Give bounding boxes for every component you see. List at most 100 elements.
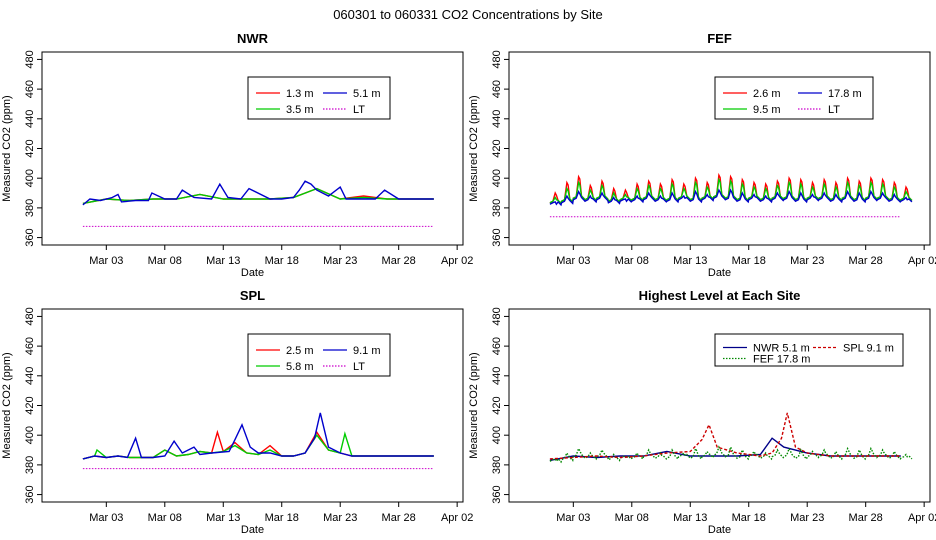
- y-tick-label: 460: [24, 80, 36, 98]
- x-tick-label: Mar 13: [673, 255, 707, 267]
- legend-box: [714, 76, 874, 120]
- y-tick-label: 440: [24, 110, 36, 128]
- y-tick-label: 480: [491, 50, 503, 68]
- chart-panel-3: Highest Level at Each Site 360 380 400 420 44…: [468, 288, 936, 536]
- legend: 1.3 m 3.5 m 5.1 m LT: [247, 76, 391, 120]
- series-line-9.5-m: [549, 177, 913, 205]
- legend-label: 5.1 m: [353, 88, 381, 100]
- legend-label: LT: [353, 361, 365, 373]
- y-axis-label: Measured CO2 (ppm): [1, 95, 13, 201]
- y-tick-label: 380: [24, 456, 36, 474]
- x-tick-label: Mar 03: [556, 512, 590, 524]
- y-tick-label: 480: [491, 307, 503, 325]
- x-tick-label: Apr 02: [441, 512, 473, 524]
- series-line-9.1-m: [82, 412, 434, 460]
- y-tick-label: 420: [24, 396, 36, 414]
- legend-label: SPL 9.1 m: [843, 343, 894, 355]
- y-tick-label: 380: [491, 456, 503, 474]
- legend-label: 9.1 m: [353, 345, 381, 357]
- y-tick-label: 440: [491, 110, 503, 128]
- y-tick-label: 420: [24, 139, 36, 157]
- x-tick-label: Mar 23: [323, 255, 357, 267]
- x-tick-label: Mar 13: [673, 512, 707, 524]
- x-tick-label: Apr 02: [441, 255, 473, 267]
- legend-box: [247, 333, 391, 377]
- y-tick-label: 400: [491, 169, 503, 187]
- legend-label: 2.6 m: [753, 88, 781, 100]
- chart-panel-0: NWR 360 380 400 420 440 460 480 Mar 03 Mar 08 Mar …: [1, 31, 473, 279]
- y-tick-label: 480: [24, 50, 36, 68]
- legend-label: NWR 5.1 m: [753, 343, 810, 355]
- legend-box: [714, 333, 904, 367]
- x-axis-label: Date: [708, 267, 731, 279]
- legend-label: 9.5 m: [753, 104, 781, 116]
- series-line-spl-9.1-m: [549, 412, 901, 460]
- panel-title: SPL: [240, 288, 265, 303]
- legend: 2.6 m 9.5 m 17.8 m LT: [714, 76, 874, 120]
- y-tick-label: 380: [491, 199, 503, 217]
- series-line-5.1-m: [82, 180, 434, 206]
- y-tick-label: 400: [24, 169, 36, 187]
- panel-title: NWR: [237, 31, 269, 46]
- legend: 2.5 m 5.8 m 9.1 m LT: [247, 333, 391, 377]
- y-tick-label: 440: [491, 367, 503, 385]
- x-axis-label: Date: [241, 267, 264, 279]
- legend-label: FEF 17.8 m: [753, 354, 810, 366]
- x-tick-label: Mar 18: [732, 255, 766, 267]
- y-tick-label: 460: [24, 337, 36, 355]
- figure-title: 060301 to 060331 CO2 Concentrations by S…: [333, 7, 603, 22]
- x-tick-label: Mar 23: [790, 512, 824, 524]
- panels: NWR 360 380 400 420 440 460 480 Mar 03 Mar 08 Mar …: [1, 31, 936, 536]
- y-tick-label: 480: [24, 307, 36, 325]
- x-tick-label: Mar 08: [148, 512, 182, 524]
- legend-box: [247, 76, 391, 120]
- legend-label: 2.5 m: [286, 345, 314, 357]
- panel-title: FEF: [707, 31, 732, 46]
- y-tick-label: 440: [24, 367, 36, 385]
- series-group: [82, 180, 434, 227]
- x-tick-label: Mar 28: [849, 512, 883, 524]
- y-tick-label: 360: [24, 485, 36, 503]
- y-tick-label: 380: [24, 199, 36, 217]
- x-tick-label: Mar 03: [89, 512, 123, 524]
- y-tick-label: 400: [491, 426, 503, 444]
- y-axis-label: Measured CO2 (ppm): [468, 352, 480, 458]
- x-tick-label: Mar 23: [790, 255, 824, 267]
- series-line-fef-17.8-m: [549, 445, 913, 464]
- x-tick-label: Mar 23: [323, 512, 357, 524]
- legend-label: LT: [353, 104, 365, 116]
- y-tick-label: 460: [491, 337, 503, 355]
- x-axis-label: Date: [241, 524, 264, 536]
- legend-label: 5.8 m: [286, 361, 314, 373]
- series-line-17.8-m: [549, 188, 913, 207]
- y-tick-label: 360: [491, 228, 503, 246]
- x-tick-label: Mar 08: [148, 255, 182, 267]
- legend-label: LT: [828, 104, 840, 116]
- series-group: [82, 412, 434, 470]
- x-tick-label: Mar 28: [849, 255, 883, 267]
- series-group: [549, 172, 913, 218]
- chart-panel-1: FEF 360 380 400 420 440 460 480 Mar 03 Mar 08 Mar …: [468, 31, 936, 279]
- x-tick-label: Mar 13: [206, 255, 240, 267]
- x-tick-label: Mar 28: [382, 512, 416, 524]
- x-tick-label: Mar 18: [265, 512, 299, 524]
- chart-panel-2: SPL 360 380 400 420 440 460 480 Mar 03 Mar 08 Mar …: [1, 288, 473, 536]
- y-tick-label: 400: [24, 426, 36, 444]
- x-tick-label: Mar 13: [206, 512, 240, 524]
- legend-label: 17.8 m: [828, 88, 862, 100]
- panel-title: Highest Level at Each Site: [639, 288, 801, 303]
- series-group: [549, 412, 913, 464]
- x-tick-label: Mar 18: [732, 512, 766, 524]
- y-tick-label: 420: [491, 139, 503, 157]
- y-axis-label: Measured CO2 (ppm): [468, 95, 480, 201]
- y-tick-label: 360: [24, 228, 36, 246]
- x-tick-label: Mar 08: [615, 255, 649, 267]
- y-axis-label: Measured CO2 (ppm): [1, 352, 13, 458]
- x-tick-label: Mar 03: [89, 255, 123, 267]
- legend-label: 3.5 m: [286, 104, 314, 116]
- x-tick-label: Mar 03: [556, 255, 590, 267]
- y-tick-label: 420: [491, 396, 503, 414]
- x-tick-label: Mar 08: [615, 512, 649, 524]
- legend-label: 1.3 m: [286, 88, 314, 100]
